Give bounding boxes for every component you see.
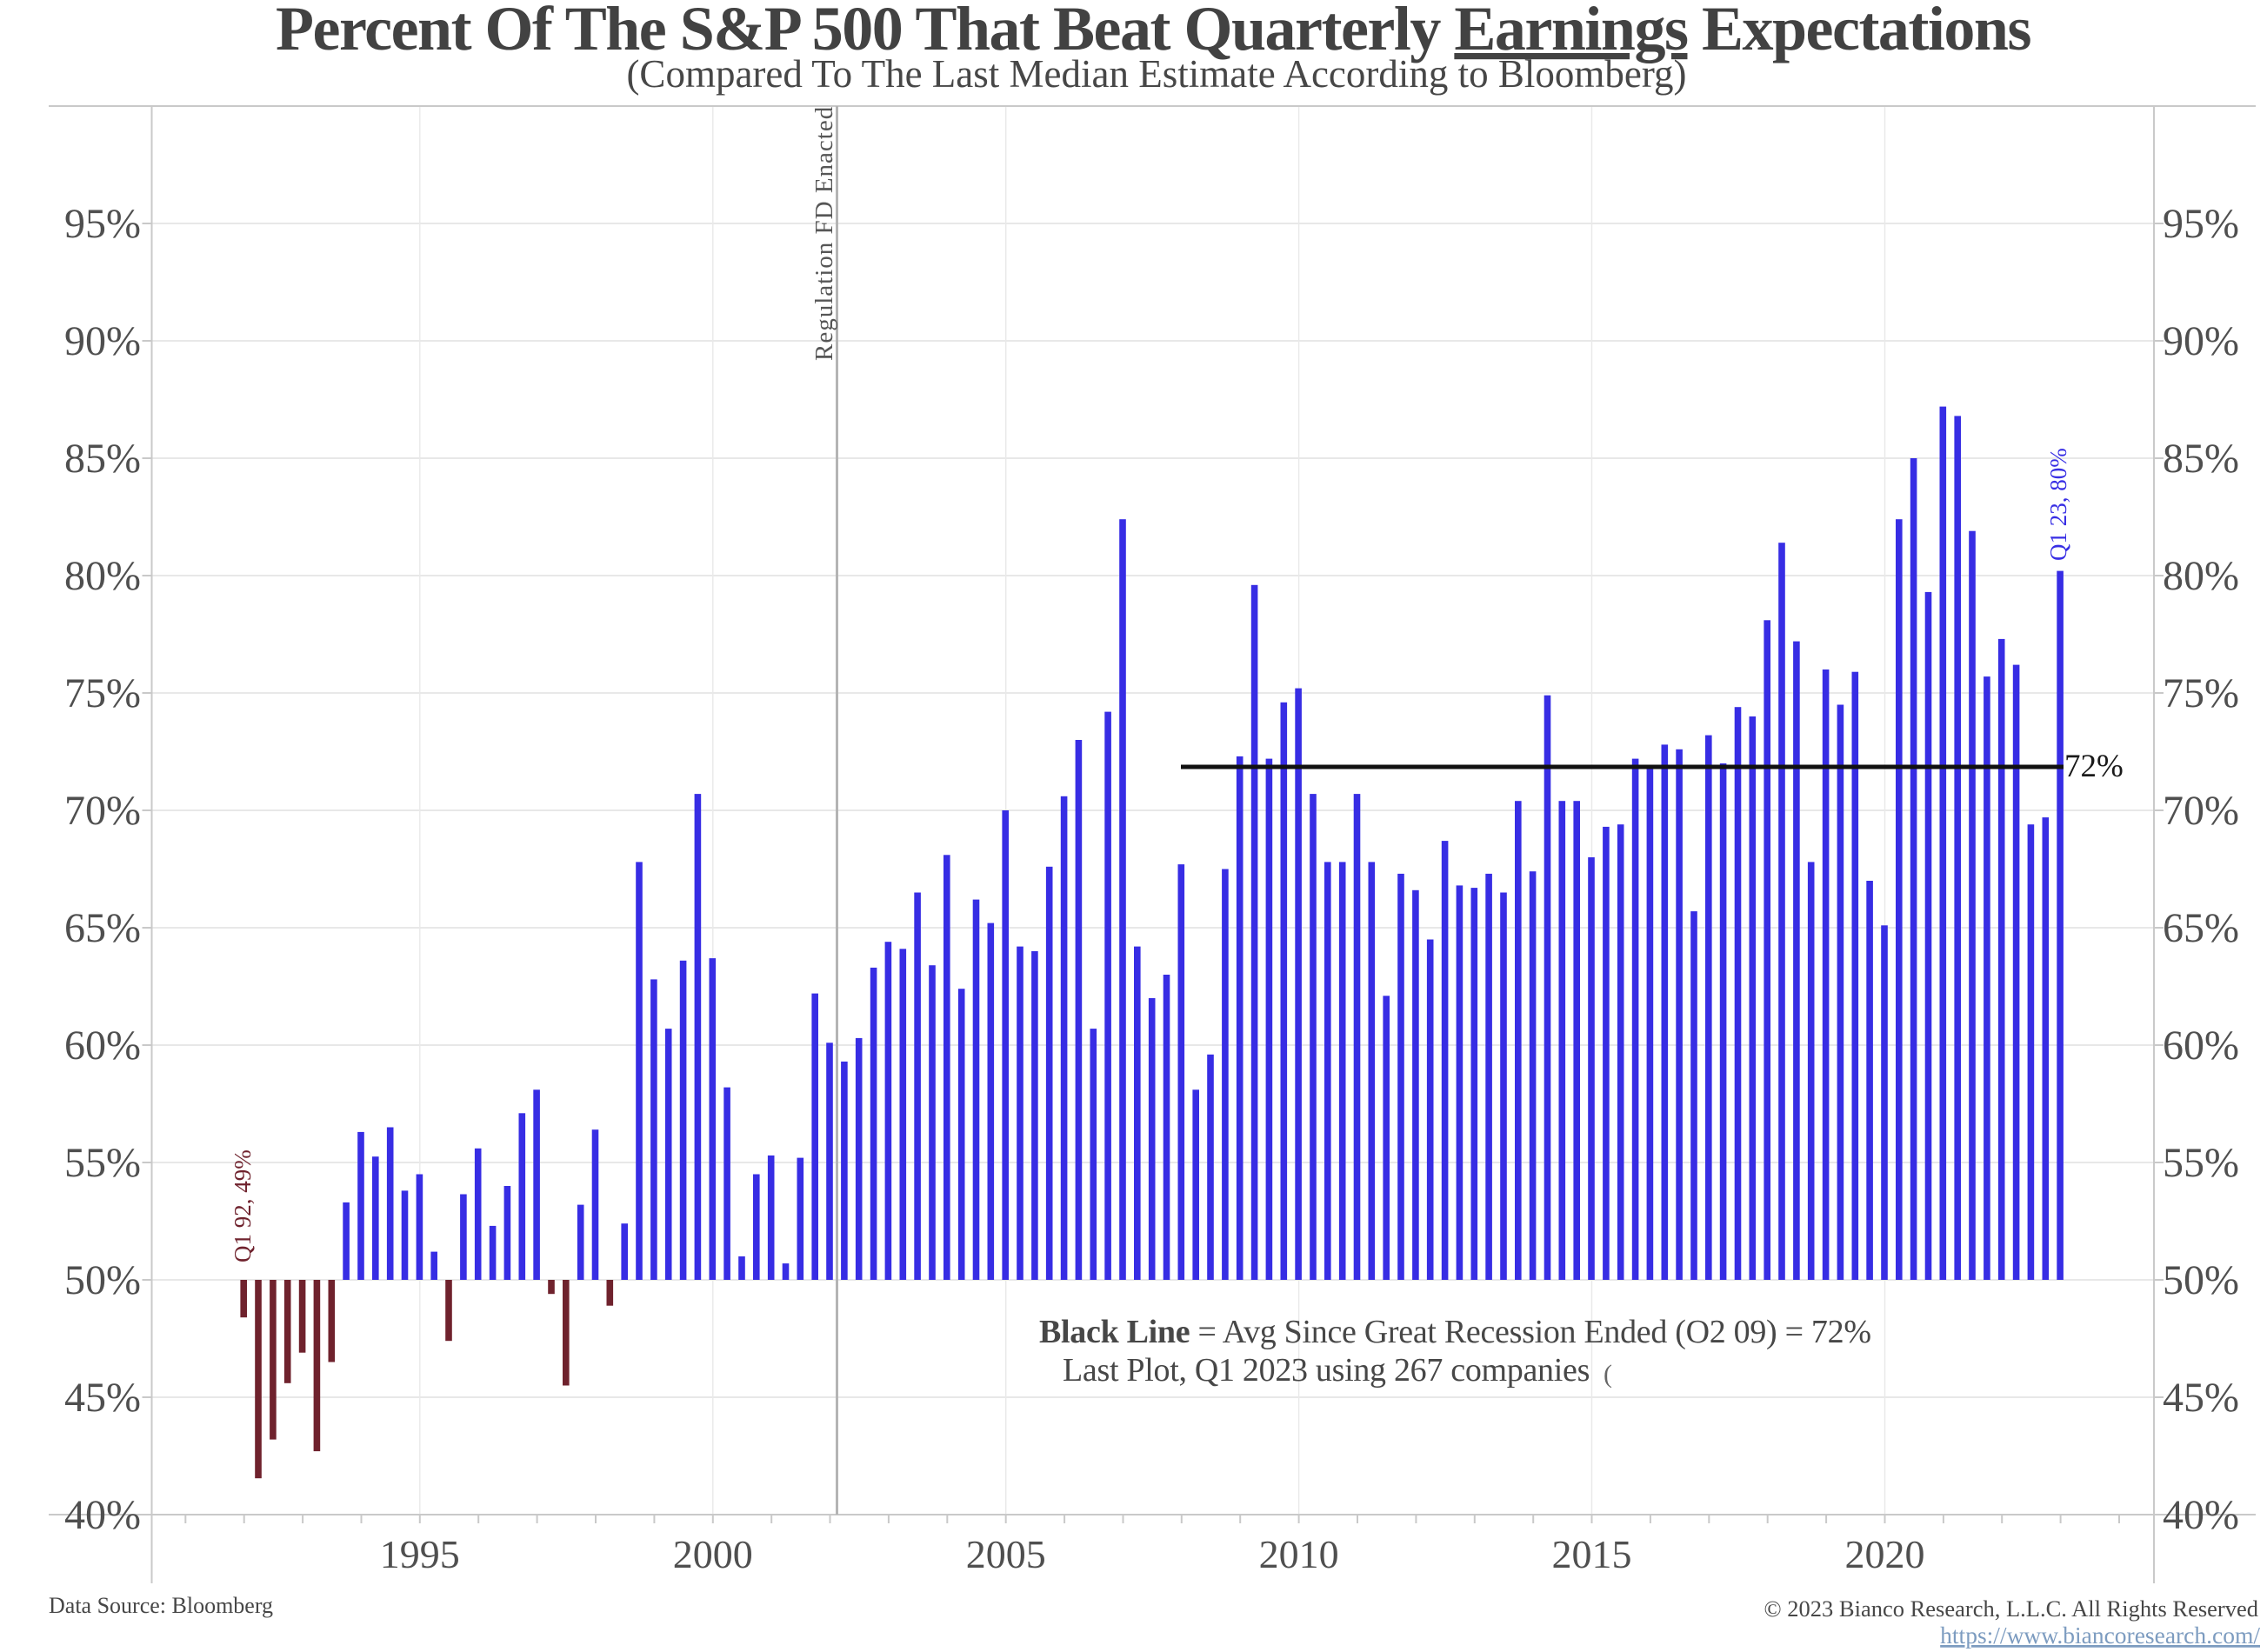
- svg-text:60%: 60%: [64, 1023, 141, 1069]
- svg-text:55%: 55%: [64, 1140, 141, 1186]
- svg-text:2020: 2020: [1845, 1532, 1925, 1576]
- svg-text:70%: 70%: [2163, 788, 2239, 834]
- svg-text:45%: 45%: [64, 1375, 141, 1421]
- svg-text:Q1 23, 80%: Q1 23, 80%: [2045, 448, 2071, 561]
- svg-text:75%: 75%: [2163, 670, 2239, 716]
- svg-text:90%: 90%: [64, 318, 141, 364]
- svg-text:80%: 80%: [2163, 553, 2239, 599]
- svg-text:70%: 70%: [64, 788, 141, 834]
- svg-text:Regulation FD Enacted: Regulation FD Enacted: [810, 106, 838, 361]
- svg-text:(: (: [1604, 1360, 1612, 1389]
- svg-text:40%: 40%: [64, 1492, 141, 1538]
- svg-text:Q1 92, 49%: Q1 92, 49%: [230, 1149, 256, 1262]
- svg-text:75%: 75%: [64, 670, 141, 716]
- svg-text:65%: 65%: [2163, 905, 2239, 951]
- svg-text:50%: 50%: [64, 1257, 141, 1303]
- svg-text:95%: 95%: [64, 201, 141, 247]
- svg-text:95%: 95%: [2163, 201, 2239, 247]
- svg-text:45%: 45%: [2163, 1375, 2239, 1421]
- svg-text:65%: 65%: [64, 905, 141, 951]
- svg-text:55%: 55%: [2163, 1140, 2239, 1186]
- svg-text:2010: 2010: [1259, 1532, 1339, 1576]
- svg-text:2015: 2015: [1552, 1532, 1632, 1576]
- svg-text:85%: 85%: [64, 436, 141, 482]
- svg-text:2000: 2000: [673, 1532, 753, 1576]
- svg-text:© 2023 Bianco Research, L.L.C.: © 2023 Bianco Research, L.L.C. All Right…: [1764, 1595, 2258, 1622]
- svg-text:Percent Of The S&P 500 That Be: Percent Of The S&P 500 That Beat Quarter…: [276, 0, 2030, 63]
- svg-text:80%: 80%: [64, 553, 141, 599]
- svg-text:1995: 1995: [380, 1532, 460, 1576]
- svg-text:40%: 40%: [2163, 1492, 2239, 1538]
- svg-text:Last Plot, Q1 2023 using 267 c: Last Plot, Q1 2023 using 267 companies: [1063, 1352, 1590, 1389]
- svg-text:Data Source: Bloomberg: Data Source: Bloomberg: [49, 1593, 273, 1618]
- svg-text:72%: 72%: [2064, 749, 2124, 784]
- svg-text:https://www.biancoresearch.com: https://www.biancoresearch.com/: [1940, 1622, 2260, 1649]
- svg-text:60%: 60%: [2163, 1023, 2239, 1069]
- svg-text:Black Line = Avg Since Great R: Black Line = Avg Since Great Recession E…: [1039, 1314, 1871, 1350]
- svg-text:50%: 50%: [2163, 1257, 2239, 1303]
- svg-text:85%: 85%: [2163, 436, 2239, 482]
- svg-text:90%: 90%: [2163, 318, 2239, 364]
- svg-text:(Compared To The Last Median E: (Compared To The Last Median Estimate Ac…: [626, 52, 1686, 96]
- svg-text:2005: 2005: [966, 1532, 1046, 1576]
